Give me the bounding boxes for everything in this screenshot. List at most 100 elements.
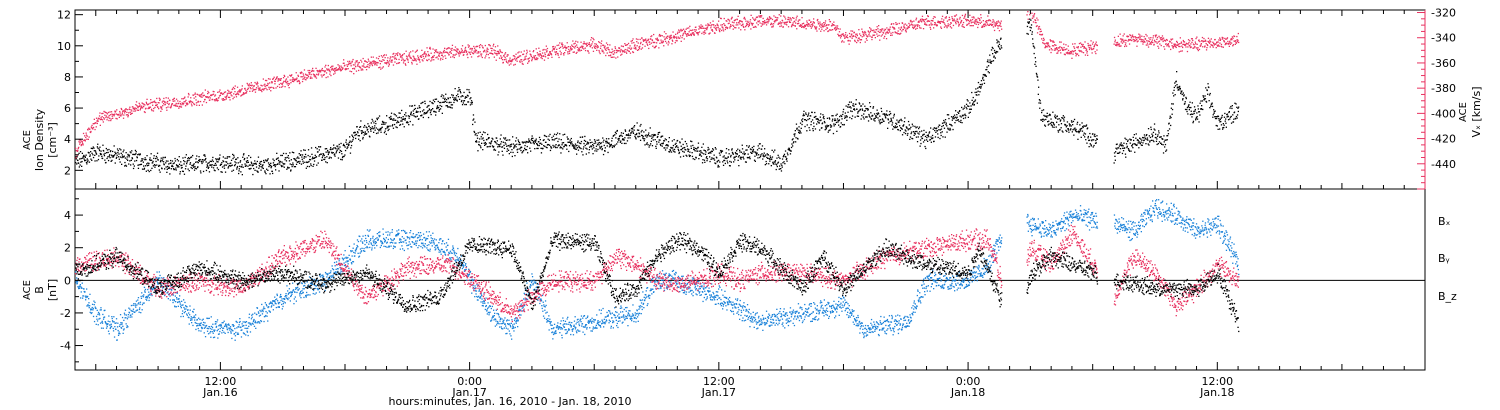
ion-density-point xyxy=(823,120,826,123)
ion-density-point xyxy=(1090,136,1092,138)
ion-density-point xyxy=(838,124,840,126)
vx-point xyxy=(754,19,756,21)
ion-density-point xyxy=(681,147,684,149)
vx-point xyxy=(713,26,715,28)
vx-point xyxy=(416,63,418,65)
ion-density-point xyxy=(1038,102,1040,104)
ion-density-point xyxy=(141,158,143,160)
ion-density-point xyxy=(1093,144,1095,147)
vx-point xyxy=(438,55,440,57)
ion-density-point xyxy=(968,112,970,114)
ion-density-point xyxy=(876,113,879,116)
vx-point xyxy=(617,56,619,58)
vx-point xyxy=(346,68,348,70)
ion-density-point xyxy=(795,123,798,125)
ion-density-point xyxy=(958,110,961,113)
vx-point xyxy=(432,55,434,58)
ion-density-point xyxy=(327,153,329,156)
ion-density-point xyxy=(356,126,358,128)
vx-point xyxy=(798,25,801,27)
vx-point xyxy=(202,92,204,94)
vx-point xyxy=(729,25,731,28)
ion-density-point xyxy=(197,166,199,168)
ion-density-point xyxy=(217,158,219,160)
vx-point xyxy=(567,51,569,53)
ion-density-point xyxy=(553,133,556,135)
vx-point xyxy=(480,53,482,55)
vx-point xyxy=(193,103,196,106)
vx-point xyxy=(737,15,739,17)
vx-point xyxy=(202,95,205,97)
vx-point xyxy=(770,23,772,26)
ion-density-point xyxy=(578,145,580,147)
ion-density-point xyxy=(78,162,80,164)
vx-point xyxy=(603,46,605,48)
ion-density-point xyxy=(963,114,965,116)
ion-density-point xyxy=(703,153,705,155)
ion-density-point xyxy=(1063,118,1065,120)
ion-density-point xyxy=(382,123,384,125)
ion-density-point xyxy=(244,157,246,160)
vx-point xyxy=(146,102,148,105)
ion-density-point xyxy=(712,158,714,160)
ion-density-point xyxy=(246,161,248,164)
vx-point xyxy=(491,50,493,52)
ion-density-point xyxy=(89,154,91,156)
ion-density-point xyxy=(620,140,622,142)
ion-density-point xyxy=(372,120,374,122)
ion-density-point xyxy=(904,132,907,135)
vx-point xyxy=(198,94,200,96)
vx-point xyxy=(612,50,614,53)
ion-density-point xyxy=(1053,126,1055,128)
ion-density-point xyxy=(706,160,708,162)
vx-point xyxy=(573,46,575,48)
vx-point xyxy=(398,62,401,64)
vx-point xyxy=(214,95,216,97)
ion-density-point xyxy=(399,124,401,126)
vx-point xyxy=(711,29,713,31)
ion-density-point xyxy=(669,151,671,153)
vx-point xyxy=(289,74,291,76)
vx-point xyxy=(302,78,304,80)
vx-point xyxy=(210,95,212,97)
ion-density-point xyxy=(825,127,827,129)
vx-point xyxy=(735,27,737,29)
ion-density-point xyxy=(450,106,452,109)
vx-point xyxy=(507,54,509,56)
vx-point xyxy=(498,52,500,54)
ion-density-point xyxy=(1057,131,1060,133)
vx-point xyxy=(497,52,499,55)
ion-density-point xyxy=(974,99,977,101)
ion-density-point xyxy=(538,144,540,147)
ion-density-point xyxy=(357,135,359,137)
ion-density-point xyxy=(1190,110,1192,112)
ion-density-point xyxy=(635,138,637,140)
vx-point xyxy=(207,97,209,99)
vx-point xyxy=(162,103,165,105)
vx-point xyxy=(106,119,108,121)
vx-point xyxy=(119,110,121,113)
ion-density-point xyxy=(496,140,498,142)
vx-point xyxy=(725,20,727,22)
vx-point xyxy=(534,58,536,61)
vx-point xyxy=(752,17,754,19)
ion-density-point xyxy=(100,150,102,152)
ion-density-point xyxy=(581,136,584,138)
ion-density-point xyxy=(167,165,169,168)
ion-density-point xyxy=(647,144,649,146)
ion-density-point xyxy=(735,153,737,155)
vx-point xyxy=(687,34,689,36)
ion-density-point xyxy=(562,142,565,144)
ion-density-point xyxy=(354,131,356,134)
vx-point xyxy=(384,57,386,59)
ion-density-point xyxy=(687,148,689,150)
vx-point xyxy=(382,66,384,68)
ion-density-point xyxy=(332,148,334,150)
ion-density-point xyxy=(1058,118,1060,120)
ion-density-point xyxy=(756,149,759,151)
ion-density-point xyxy=(176,165,178,167)
ion-density-point xyxy=(822,117,824,119)
ion-density-point xyxy=(810,124,812,126)
ion-density-point xyxy=(536,143,538,145)
vx-point xyxy=(702,31,704,33)
